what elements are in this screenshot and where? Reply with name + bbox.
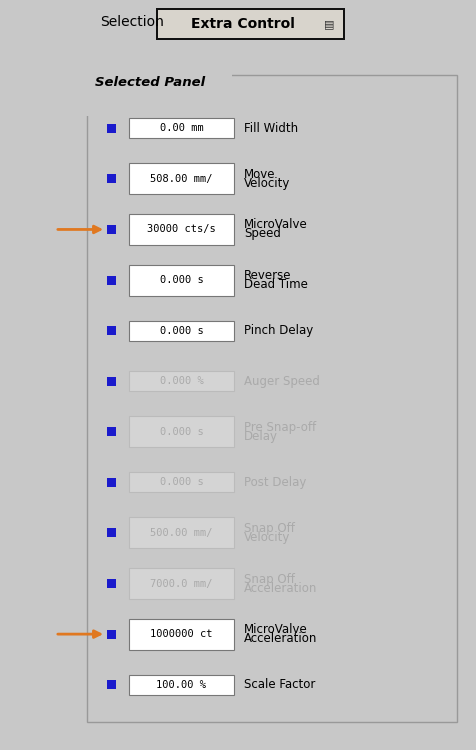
Bar — [129, 118, 234, 138]
Text: ▤: ▤ — [323, 19, 334, 29]
Text: 0.000 s: 0.000 s — [159, 427, 203, 436]
Text: MicroValve: MicroValve — [244, 623, 307, 636]
Bar — [129, 416, 234, 447]
Text: Post Delay: Post Delay — [244, 476, 306, 489]
Bar — [107, 124, 116, 133]
Bar — [107, 529, 116, 538]
Text: Selected Panel: Selected Panel — [95, 76, 205, 89]
Text: 0.000 s: 0.000 s — [159, 275, 203, 285]
Bar — [107, 275, 116, 284]
Text: Selection: Selection — [100, 15, 164, 29]
Text: 100.00 %: 100.00 % — [156, 680, 206, 690]
Bar — [129, 619, 234, 650]
Text: Dead Time: Dead Time — [244, 278, 307, 291]
Text: Velocity: Velocity — [244, 177, 290, 190]
Text: Pinch Delay: Pinch Delay — [244, 324, 313, 338]
Bar — [129, 321, 234, 340]
Text: Speed: Speed — [244, 227, 280, 241]
Bar — [107, 326, 116, 335]
Text: Auger Speed: Auger Speed — [244, 375, 319, 388]
Bar — [107, 579, 116, 588]
Text: Reverse: Reverse — [244, 269, 291, 282]
Text: MicroValve: MicroValve — [244, 218, 307, 232]
Text: Velocity: Velocity — [244, 531, 290, 544]
Text: 0.00 mm: 0.00 mm — [159, 123, 203, 134]
Bar — [107, 427, 116, 436]
Text: Snap Off: Snap Off — [244, 522, 294, 535]
Bar — [107, 630, 116, 639]
Text: Acceleration: Acceleration — [244, 581, 317, 595]
Bar — [129, 472, 234, 493]
Text: 500.00 mm/: 500.00 mm/ — [150, 528, 212, 538]
Text: Pre Snap-off: Pre Snap-off — [244, 421, 316, 434]
Bar — [107, 376, 116, 386]
Text: 7000.0 mm/: 7000.0 mm/ — [150, 578, 212, 589]
Text: Scale Factor: Scale Factor — [244, 678, 315, 692]
Text: 0.000 %: 0.000 % — [159, 376, 203, 386]
Text: 1000000 ct: 1000000 ct — [150, 629, 212, 639]
Bar — [129, 518, 234, 548]
Bar — [158, 10, 342, 38]
Bar — [156, 8, 344, 40]
Bar — [107, 478, 116, 487]
Bar — [107, 680, 116, 689]
Text: Move: Move — [244, 168, 275, 181]
Text: Acceleration: Acceleration — [244, 632, 317, 645]
Bar — [107, 225, 116, 234]
Text: 30000 cts/s: 30000 cts/s — [147, 224, 216, 235]
Text: Fill Width: Fill Width — [244, 122, 298, 135]
Bar — [129, 265, 234, 296]
Bar — [87, 75, 456, 722]
Bar — [129, 568, 234, 599]
Text: 0.000 s: 0.000 s — [159, 478, 203, 488]
Bar — [129, 214, 234, 245]
Text: Extra Control: Extra Control — [190, 17, 294, 31]
Text: 0.000 s: 0.000 s — [159, 326, 203, 336]
Text: Delay: Delay — [244, 430, 278, 442]
Text: 508.00 mm/: 508.00 mm/ — [150, 174, 212, 184]
Bar — [107, 175, 116, 184]
Bar — [129, 675, 234, 694]
Bar — [129, 164, 234, 194]
Bar — [129, 371, 234, 392]
Text: Snap Off: Snap Off — [244, 572, 294, 586]
